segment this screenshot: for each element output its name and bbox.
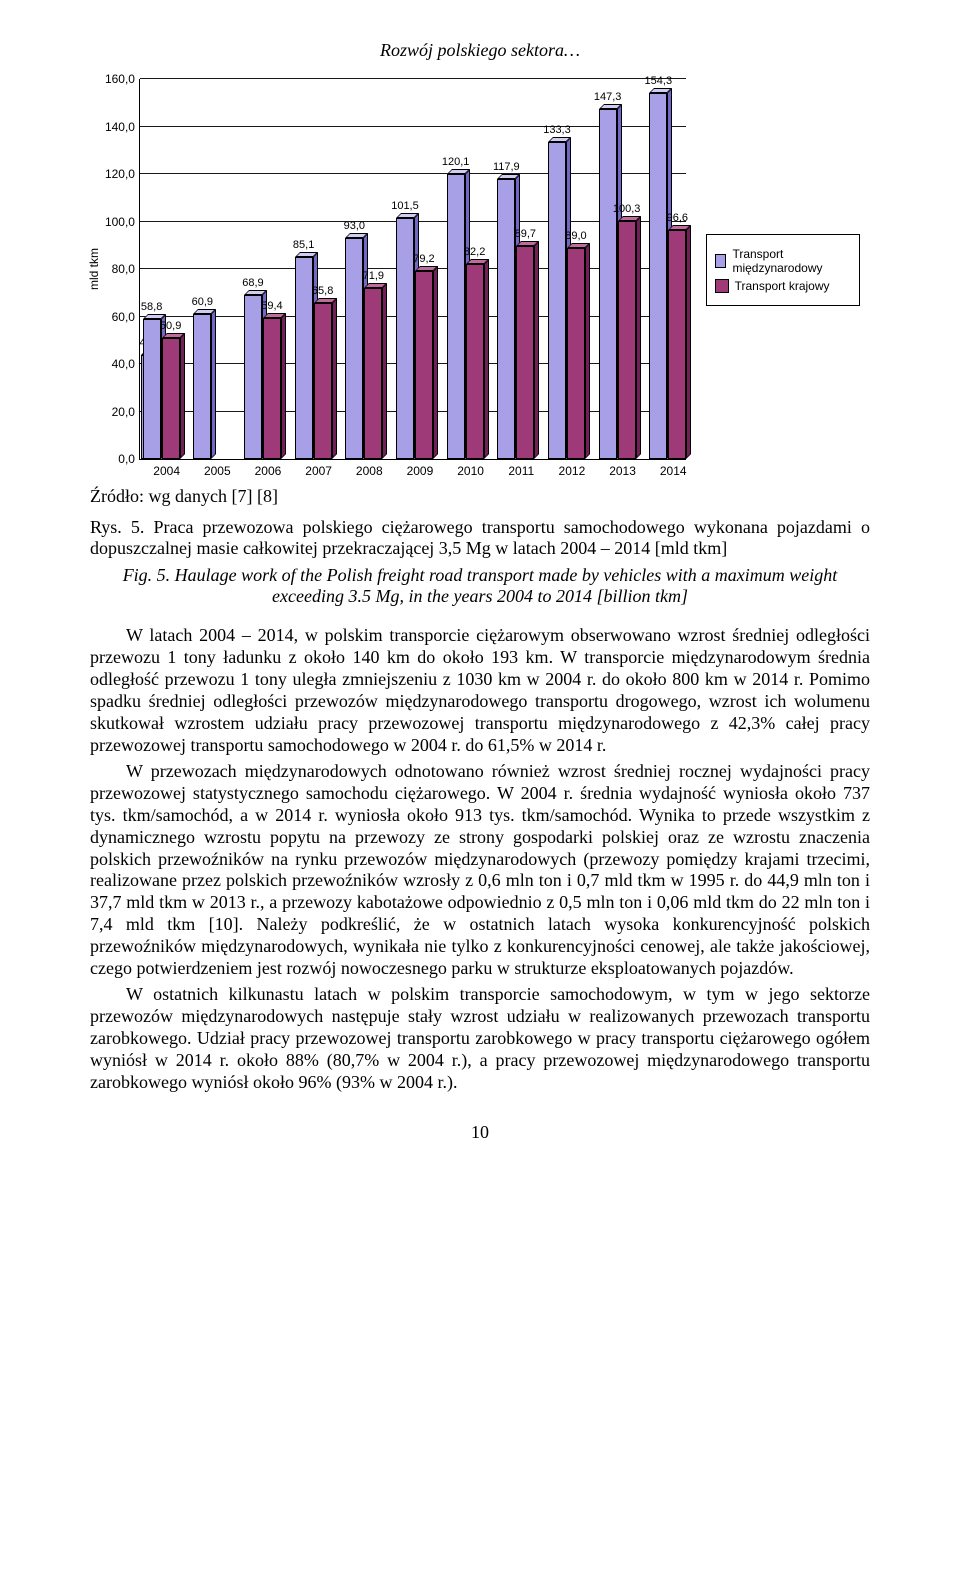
bar-group: 85,165,8	[295, 257, 343, 459]
figure-caption-en: Fig. 5. Haulage work of the Polish freig…	[90, 565, 870, 607]
body-paragraph: W przewozach międzynarodowych odnotowano…	[90, 761, 870, 981]
bar-group: 154,396,6	[649, 93, 697, 459]
x-tick: 2008	[344, 464, 395, 478]
bar-value-label: 93,0	[344, 220, 365, 232]
bar: 68,9	[244, 295, 262, 459]
running-head: Rozwój polskiego sektora…	[90, 40, 870, 61]
y-tick: 100,0	[105, 215, 135, 229]
bar-value-label: 50,9	[160, 320, 181, 332]
bar-value-label: 96,6	[667, 212, 688, 224]
bar: 101,5	[396, 218, 414, 459]
bar-group: 147,3100,3	[599, 109, 647, 459]
x-tick: 2006	[243, 464, 294, 478]
bar: 117,9	[497, 179, 515, 459]
x-tick: 2013	[597, 464, 648, 478]
legend-label: Transport krajowy	[735, 279, 830, 293]
x-tick: 2009	[395, 464, 446, 478]
bar-value-label: 68,9	[242, 277, 263, 289]
y-tick: 20,0	[112, 405, 135, 419]
bar: 59,4	[263, 318, 281, 459]
page: Rozwój polskiego sektora… mld tkm 0,0 20,…	[0, 0, 960, 1183]
bar-value-label: 59,4	[261, 300, 282, 312]
bar-group: 117,989,7	[497, 179, 545, 459]
bar: 93,0	[345, 238, 363, 459]
bar: 89,0	[567, 248, 585, 459]
bar-group: 68,959,4	[244, 295, 292, 459]
bar-value-label: 154,3	[645, 75, 673, 87]
bar-group: 58,850,9	[143, 319, 191, 459]
bar-value-label: 133,3	[543, 124, 571, 136]
bar-group: 133,389,0	[548, 142, 596, 459]
bar-value-label: 71,9	[363, 270, 384, 282]
chart-legend: Transport międzynarodowy Transport krajo…	[706, 234, 860, 306]
bar: 60,9	[193, 314, 211, 459]
bar-value-label: 85,1	[293, 239, 314, 251]
bar: 85,1	[295, 257, 313, 459]
bar: 82,2	[466, 264, 484, 459]
legend-item: Transport krajowy	[715, 279, 851, 293]
bar-value-label: 100,3	[613, 203, 641, 215]
body-paragraph: W latach 2004 – 2014, w polskim transpor…	[90, 625, 870, 757]
y-axis-label: mld tkm	[87, 248, 101, 290]
bar-value-label: 60,9	[192, 296, 213, 308]
bar: 100,3	[618, 221, 636, 459]
bar: 154,3	[649, 93, 667, 459]
bar-value-label: 147,3	[594, 91, 622, 103]
bar-group: 101,579,2	[396, 218, 444, 459]
bar-value-label: 79,2	[413, 253, 434, 265]
y-tick: 80,0	[112, 262, 135, 276]
bar-value-label: 89,7	[515, 228, 536, 240]
y-tick: 140,0	[105, 120, 135, 134]
bar: 65,8	[314, 303, 332, 459]
y-tick: 40,0	[112, 357, 135, 371]
x-tick: 2007	[293, 464, 344, 478]
x-tick: 2011	[496, 464, 547, 478]
bar: 50,9	[162, 338, 180, 459]
y-tick: 60,0	[112, 310, 135, 324]
bar-value-label: 58,8	[141, 301, 162, 313]
x-tick: 2014	[648, 464, 699, 478]
plot-area: 44,058,850,960,968,959,485,165,893,071,9…	[139, 79, 686, 460]
haulage-chart: mld tkm 0,020,040,060,080,0100,0120,0140…	[100, 79, 860, 478]
gridline	[140, 78, 686, 79]
bar: 133,3	[548, 142, 566, 459]
chart-source: Źródło: wg danych [7] [8]	[90, 486, 870, 507]
y-tick: 0,0	[118, 452, 135, 466]
bar: 96,6	[668, 230, 686, 459]
bar: 71,9	[364, 288, 382, 459]
x-tick: 2010	[445, 464, 496, 478]
bar-value-label: 117,9	[493, 161, 520, 173]
bar-value-label: 65,8	[312, 285, 333, 297]
page-number: 10	[90, 1122, 870, 1143]
bar-group: 60,9	[193, 314, 241, 459]
legend-swatch	[715, 254, 727, 268]
body-paragraph: W ostatnich kilkunastu latach w polskim …	[90, 984, 870, 1094]
bar-group: 93,071,9	[345, 238, 393, 459]
bar: 89,7	[516, 246, 534, 459]
y-tick: 120,0	[105, 167, 135, 181]
legend-label: Transport międzynarodowy	[732, 247, 851, 275]
bar: 79,2	[415, 271, 433, 459]
bar-group: 120,182,2	[447, 174, 495, 459]
bar-value-label: 89,0	[565, 230, 586, 242]
x-axis: 2004200520062007200820092010201120122013…	[140, 460, 700, 478]
x-tick: 2004	[141, 464, 192, 478]
plot-row: mld tkm 0,020,040,060,080,0100,0120,0140…	[100, 79, 860, 460]
bar-value-label: 101,5	[391, 200, 419, 212]
y-axis: mld tkm 0,020,040,060,080,0100,0120,0140…	[100, 79, 139, 459]
legend-swatch	[715, 279, 729, 293]
x-tick: 2005	[192, 464, 243, 478]
figure-caption-pl: Rys. 5. Praca przewozowa polskiego cięża…	[90, 517, 870, 559]
bar-value-label: 82,2	[464, 246, 485, 258]
legend-item: Transport międzynarodowy	[715, 247, 851, 275]
bar: 147,3	[599, 109, 617, 459]
y-tick: 160,0	[105, 72, 135, 86]
x-tick: 2012	[547, 464, 598, 478]
bar: 120,1	[447, 174, 465, 459]
bar-value-label: 120,1	[442, 156, 470, 168]
bar: 58,8	[143, 319, 161, 459]
